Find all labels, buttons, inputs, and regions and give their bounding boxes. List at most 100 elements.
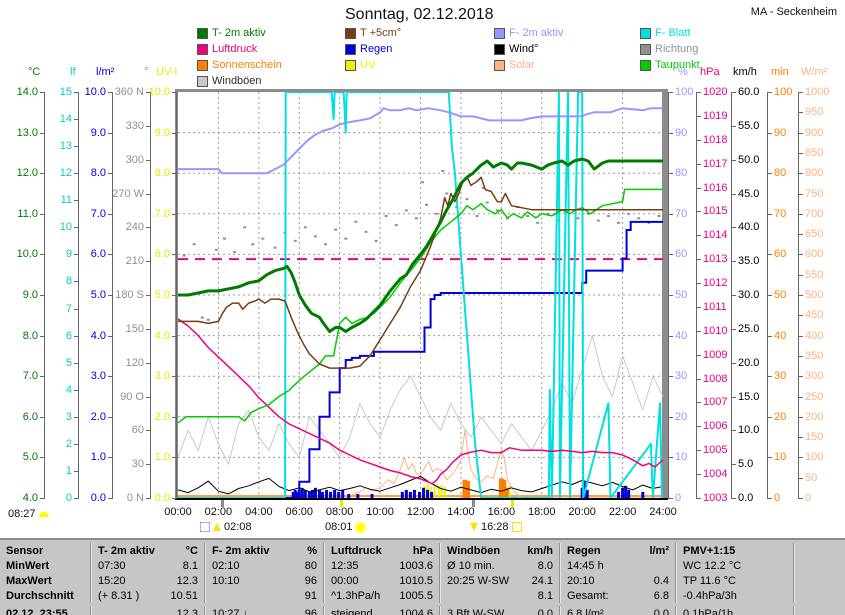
time-axis-marker <box>340 500 344 507</box>
cell-text: steigend <box>331 607 373 615</box>
moonrise-arrow-icon <box>213 523 221 531</box>
table-row-durchschnitt: Durchschnitt (+ 8.31 ) 10.51 91 ^1.3hPa/h 100… <box>0 588 845 603</box>
axis-label-leaf-lf: 9 <box>65 248 72 261</box>
series-regen_rate-bar <box>347 493 351 498</box>
table-row-maxwert: MaxWert 15:20 12.3 10:10 96 00:00 1010.5 20:25 … <box>0 573 845 588</box>
axis-tick <box>146 193 150 195</box>
axis-tick <box>697 259 701 261</box>
table-cell: 14:45 h <box>559 558 675 573</box>
axis-label-leaf-lf: 7 <box>65 302 72 315</box>
axis-line-rain-lm2 <box>112 92 113 499</box>
axis-tick <box>146 227 150 229</box>
axis-tick <box>768 173 772 175</box>
series-regen_rate-bar <box>370 493 374 498</box>
axis-label-sunshine-min: 50 <box>774 289 787 301</box>
legend-label: T +5cm° <box>360 27 402 39</box>
axis-tick <box>768 498 772 499</box>
axis-tick <box>732 430 736 432</box>
axis-tick <box>172 295 176 296</box>
axis-tick <box>732 295 736 296</box>
axis-label-wind-kmh: 30.0 <box>738 289 760 301</box>
axis-label-wind-kmh: 15.0 <box>738 390 760 403</box>
cell-text: 6.8 l/m² <box>567 607 604 615</box>
axis-label-solar-wm2: 600 <box>805 248 824 261</box>
series-regen_rate-bar <box>582 481 586 498</box>
axis-tick <box>74 200 78 202</box>
axis-tick <box>697 474 701 476</box>
legend-item-richtung: Richtung <box>640 43 698 55</box>
axis-tick <box>732 159 736 161</box>
legend-swatch-icon <box>494 43 505 55</box>
series-richtung-dot <box>627 212 631 215</box>
legend-label: Richtung <box>655 43 699 55</box>
table-cell: Windböen km/h <box>439 543 559 558</box>
cell-value: 80 <box>304 559 317 572</box>
cell-text: 20:10 <box>567 574 595 587</box>
axis-label-uv-index: 9.0 <box>154 126 170 139</box>
cell-value: hPa <box>412 544 433 557</box>
cell-text: 10:27 ↓ <box>212 607 249 615</box>
time-axis-marker <box>472 500 476 507</box>
axis-label-pressure-hpa: 1018 <box>703 133 728 146</box>
axis-label-leaf-lf: 1 <box>65 464 72 477</box>
axis-label-rain-lm2: 6.0 <box>90 248 106 261</box>
axis-unit-lf: lf <box>70 66 76 78</box>
axis-tick <box>74 254 78 256</box>
table-cell: Ø 10 min. 8.0 <box>439 558 559 573</box>
axis-label-humidity-pct: 80 <box>675 167 688 180</box>
cell-text: Windböen <box>447 544 501 557</box>
axis-tick <box>768 416 772 418</box>
legend-swatch-icon <box>494 27 505 39</box>
axis-label-rain-lm2: 8.0 <box>90 167 106 180</box>
axis-label-solar-wm2: 200 <box>805 410 824 423</box>
time-label-0400: 04:00 <box>245 506 273 518</box>
axis-tick <box>697 426 701 428</box>
cell-value: 1003.6 <box>399 559 433 572</box>
axis-label-uv-index: 5.0 <box>154 289 170 301</box>
series-richtung-dot <box>374 239 378 242</box>
table-cell: 00:00 1010.5 <box>323 573 439 588</box>
series-regen_rate-bar <box>624 485 628 498</box>
series-sonnenschein-bar <box>501 479 507 498</box>
axis-tick <box>799 437 803 439</box>
axis-tick <box>799 254 803 256</box>
event-time: 08:27 <box>8 508 36 520</box>
axis-tick <box>74 443 78 445</box>
series-richtung-dot <box>261 237 265 240</box>
axis-label-rain-lm2: 3.0 <box>90 370 106 383</box>
axis-tick <box>146 498 150 499</box>
cell-value: 1004.6 <box>399 607 433 615</box>
axis-label-pressure-hpa: 1010 <box>703 324 728 337</box>
axis-tick <box>108 254 112 256</box>
cell-value: 0.4 <box>653 574 669 587</box>
cell-text: -0.4hPa/3h <box>683 589 737 602</box>
legend-item-regen: Regen <box>345 43 392 55</box>
axis-label-uv-index: 2.0 <box>154 410 170 423</box>
axis-label-pressure-hpa: 1009 <box>703 348 728 361</box>
table-cell: (+ 8.31 ) 10.51 <box>90 588 204 603</box>
table-cell: Luftdruck hPa <box>323 543 439 558</box>
series-richtung-dot <box>324 243 328 246</box>
series-richtung-dot <box>606 215 610 218</box>
axis-tick <box>172 173 176 175</box>
series-regen_rate-bar <box>417 491 421 498</box>
sunset-square-icon <box>511 522 522 532</box>
series-regen_rate-bar <box>295 491 299 498</box>
legend-item-taupunkt: Taupunkt <box>640 59 700 71</box>
cell-value: 12.3 <box>176 607 198 615</box>
axis-label-temp-c: 5.0 <box>22 451 38 464</box>
axis-label-leaf-lf: 13 <box>59 140 72 153</box>
legend-swatch-icon <box>640 59 651 71</box>
axis-tick <box>74 281 78 283</box>
axis-tick <box>799 92 803 93</box>
cell-value: 0.0 <box>537 607 553 615</box>
series-richtung-dot <box>435 212 439 215</box>
axis-label-wind-kmh: 55.0 <box>738 119 760 132</box>
axis-label-wind-kmh: 20.0 <box>738 356 760 369</box>
series-richtung-dot <box>441 169 445 172</box>
axis-tick <box>697 211 701 213</box>
axis-label-direction-deg: 360 N <box>114 86 144 98</box>
axis-tick <box>108 416 112 418</box>
axis-label-direction-deg: 120 <box>125 356 144 369</box>
cell-value: 8.1 <box>182 559 198 572</box>
